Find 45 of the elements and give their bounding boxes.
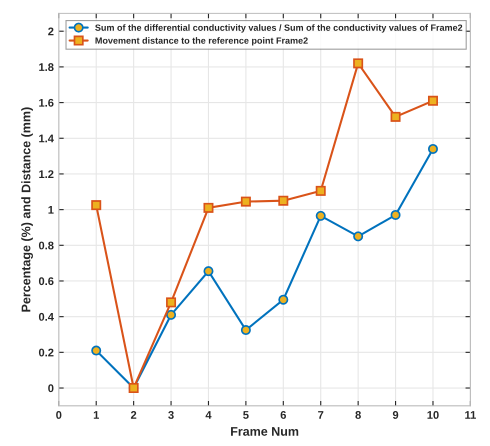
x-tick-label: 6 [280, 411, 286, 419]
point [166, 297, 176, 308]
x-tick-label: 4 [206, 411, 212, 419]
x-tick-label: 11 [465, 411, 476, 419]
point [353, 58, 364, 68]
y-tick-label: 0.8 [38, 242, 54, 250]
x-tick-label: 0 [56, 411, 62, 419]
point [428, 144, 438, 154]
x-tick-label: 7 [318, 411, 324, 419]
point [390, 210, 401, 220]
y-axis-title: Percentage (%) and Distance (mm) [21, 107, 33, 312]
x-tick-label: 5 [243, 411, 249, 419]
point [203, 266, 214, 276]
y-tick-label: 0.4 [38, 312, 54, 321]
point [91, 346, 102, 356]
point [316, 210, 326, 221]
point [240, 196, 251, 207]
point [316, 186, 326, 196]
y-tick-label: 0 [48, 384, 54, 392]
y-tick-label: 0.6 [38, 277, 54, 286]
point [166, 310, 176, 320]
point [278, 294, 288, 305]
x-tick-label: 9 [392, 411, 398, 419]
y-tick-label: 1 [48, 206, 54, 214]
legend-label: Sum of the differential conductivity values / Sum of the conductivity values of Frame2 [95, 24, 462, 33]
point [203, 202, 214, 213]
legend-label: Movement distance to the reference point Frame2 [96, 37, 308, 46]
point [353, 231, 364, 242]
point [278, 196, 288, 206]
point [428, 96, 438, 106]
point [91, 200, 102, 210]
x-tick-label: 1 [94, 411, 99, 419]
y-tick-label: 1.4 [39, 134, 54, 142]
x-tick-label: 8 [355, 411, 361, 419]
x-tick-label: 10 [428, 411, 439, 419]
y-tick-label: 2 [48, 27, 54, 36]
x-axis-title: Frame Num [231, 427, 298, 436]
point [390, 112, 401, 122]
y-tick-label: 0.2 [38, 348, 54, 356]
x-tick-label: 3 [168, 411, 174, 419]
x-tick-label: 2 [130, 411, 136, 419]
y-tick-label: 1.8 [39, 63, 54, 72]
y-tick-label: 1.6 [39, 98, 54, 107]
y-tick-label: 1.2 [39, 170, 54, 178]
point [240, 325, 251, 336]
